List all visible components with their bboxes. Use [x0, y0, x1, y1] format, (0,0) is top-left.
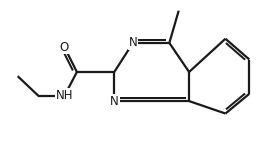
- Text: NH: NH: [56, 89, 73, 102]
- Text: O: O: [60, 41, 69, 54]
- Text: N: N: [110, 95, 119, 108]
- Text: N: N: [129, 36, 137, 49]
